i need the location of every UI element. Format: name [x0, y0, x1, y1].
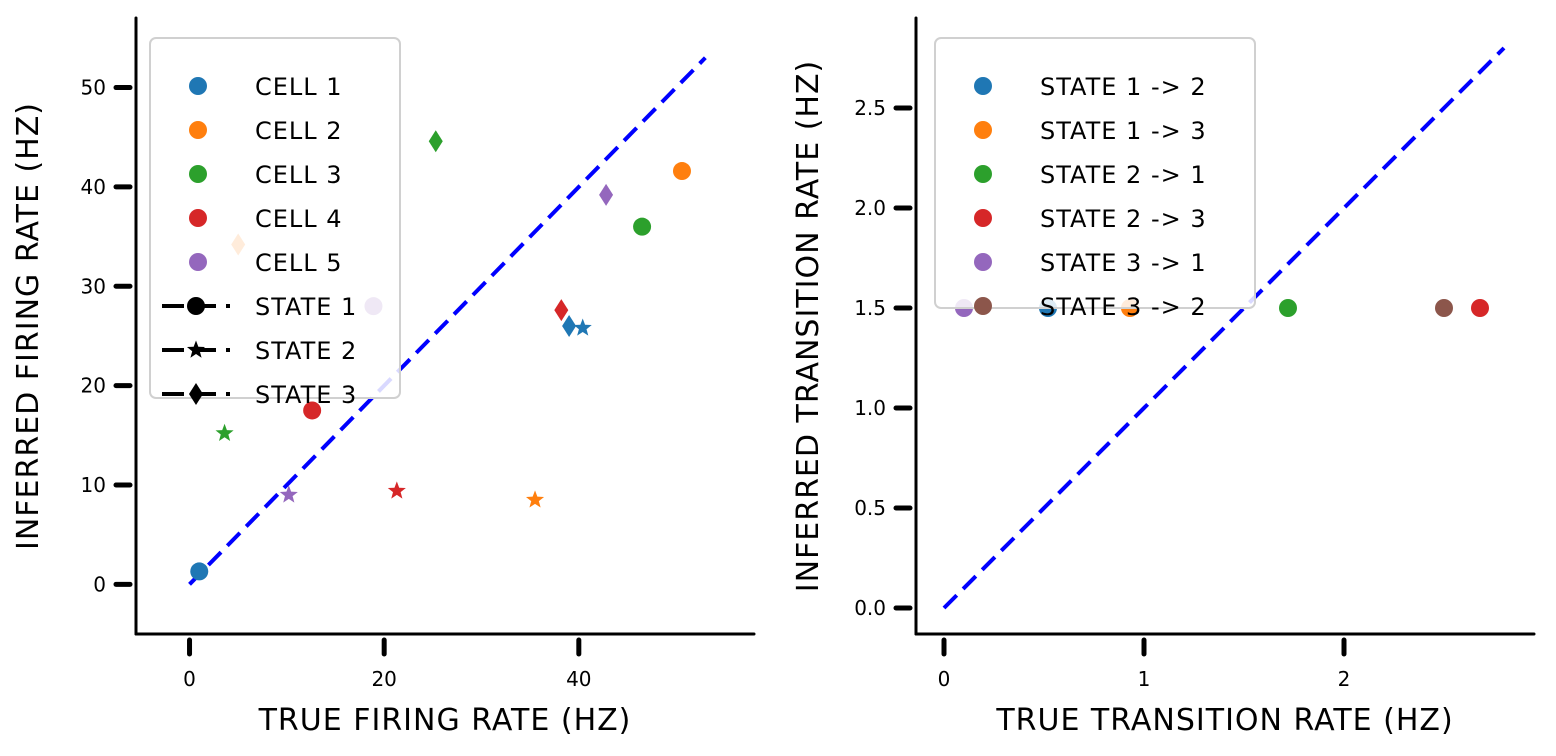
legend-label: STATE 3: [255, 381, 357, 409]
legend-label: STATE 1: [255, 293, 357, 321]
data-point: [672, 162, 691, 181]
x-tick-label: 2: [1338, 667, 1351, 691]
data-point: [1471, 299, 1489, 317]
y-tick-label: 0.5: [854, 496, 886, 520]
legend-swatch: [974, 209, 992, 227]
legend-marker-sample: [186, 340, 206, 358]
data-point: [279, 485, 298, 503]
legend-label: STATE 3 -> 2: [1040, 293, 1207, 321]
legend-swatch: [189, 209, 207, 227]
legend-swatch: [189, 121, 207, 139]
y-tick-label: 40: [81, 175, 106, 199]
y-axis-label: INFERRED TRANSITION RATE (HZ): [791, 60, 826, 593]
y-tick-label: 30: [81, 274, 106, 298]
firing-rate-panel: 0 20 40 0 10 20 30 40 50 TRUE FIRING RATE (HZ) INF…: [11, 16, 756, 738]
data-point: [1435, 299, 1453, 317]
legend-label: STATE 2: [255, 337, 357, 365]
identity-reference-line: [188, 56, 707, 586]
data-point: [525, 490, 545, 508]
y-tick-label: 10: [81, 473, 106, 497]
legend-label: CELL 4: [255, 205, 343, 233]
y-tick-label: 1.0: [854, 396, 886, 420]
legend-swatch: [974, 121, 992, 139]
y-tick-label: 0.0: [854, 596, 886, 620]
data-point: [633, 217, 652, 236]
x-tick-label: 40: [566, 667, 591, 691]
legend-label: STATE 1 -> 2: [1040, 73, 1207, 101]
data-point: [573, 318, 592, 336]
data-point: [190, 562, 209, 581]
x-tick-label: 20: [371, 667, 396, 691]
data-point: [1279, 299, 1297, 317]
legend-swatch: [189, 77, 207, 95]
y-tick-label: 0: [93, 572, 106, 596]
data-point: [387, 481, 406, 499]
data-point: [599, 183, 614, 206]
legend-swatch: [974, 165, 992, 183]
legend-label: STATE 2 -> 1: [1040, 161, 1207, 189]
identity-reference-line: [942, 46, 1506, 610]
legend-label: CELL 2: [255, 117, 343, 145]
transition-rate-panel: 0 1 2 0.0 0.5 1.0 1.5 2.0 2.5 TRUE TRANSITION RAT…: [791, 16, 1536, 738]
x-axis-label: TRUE TRANSITION RATE (HZ): [995, 703, 1453, 738]
legend-swatch: [974, 297, 992, 315]
legend-label: CELL 5: [255, 249, 343, 277]
transition-rate-legend: STATE 1 -> 2 STATE 1 -> 3 STATE 2 -> 1 STAT…: [934, 37, 1256, 321]
legend-marker-sample: [187, 297, 205, 315]
y-axis-label: INFERRED FIRING RATE (HZ): [11, 102, 46, 550]
x-tick-label: 0: [938, 667, 951, 691]
firing-rate-legend: CELL 1 CELL 2 CELL 3 CELL 4 CELL 5 STATE 1 STA…: [149, 37, 401, 409]
legend-label: STATE 3 -> 1: [1040, 249, 1207, 277]
legend-label: STATE 2 -> 3: [1040, 205, 1207, 233]
legend-swatch: [189, 253, 207, 271]
legend-swatch: [189, 165, 207, 183]
firing-rate-marks: 0 20 40 0 10 20 30 40 50 TRUE FIRING RATE (HZ) INF…: [11, 16, 756, 738]
legend-label: CELL 1: [255, 73, 343, 101]
legend-box: [934, 37, 1256, 309]
data-point: [554, 299, 569, 322]
x-axis-label: TRUE FIRING RATE (HZ): [258, 703, 632, 738]
legend-label: STATE 1 -> 3: [1040, 117, 1207, 145]
legend-label: CELL 3: [255, 161, 343, 189]
x-tick-label: 1: [1138, 667, 1151, 691]
y-tick-label: 2.5: [854, 96, 886, 120]
x-tick-label: 0: [183, 667, 196, 691]
y-tick-label: 50: [81, 76, 106, 100]
legend-swatch: [974, 253, 992, 271]
legend-swatch: [974, 77, 992, 95]
data-point: [215, 423, 234, 441]
y-tick-label: 1.5: [854, 296, 886, 320]
transition-rate-marks: 0 1 2 0.0 0.5 1.0 1.5 2.0 2.5 TRUE TRANSITION RAT…: [791, 16, 1536, 738]
data-point: [303, 401, 322, 420]
data-point: [562, 315, 577, 337]
y-tick-label: 2.0: [854, 196, 886, 220]
legend-marker-sample: [189, 383, 203, 405]
data-point: [428, 130, 443, 153]
y-tick-label: 20: [81, 374, 106, 398]
